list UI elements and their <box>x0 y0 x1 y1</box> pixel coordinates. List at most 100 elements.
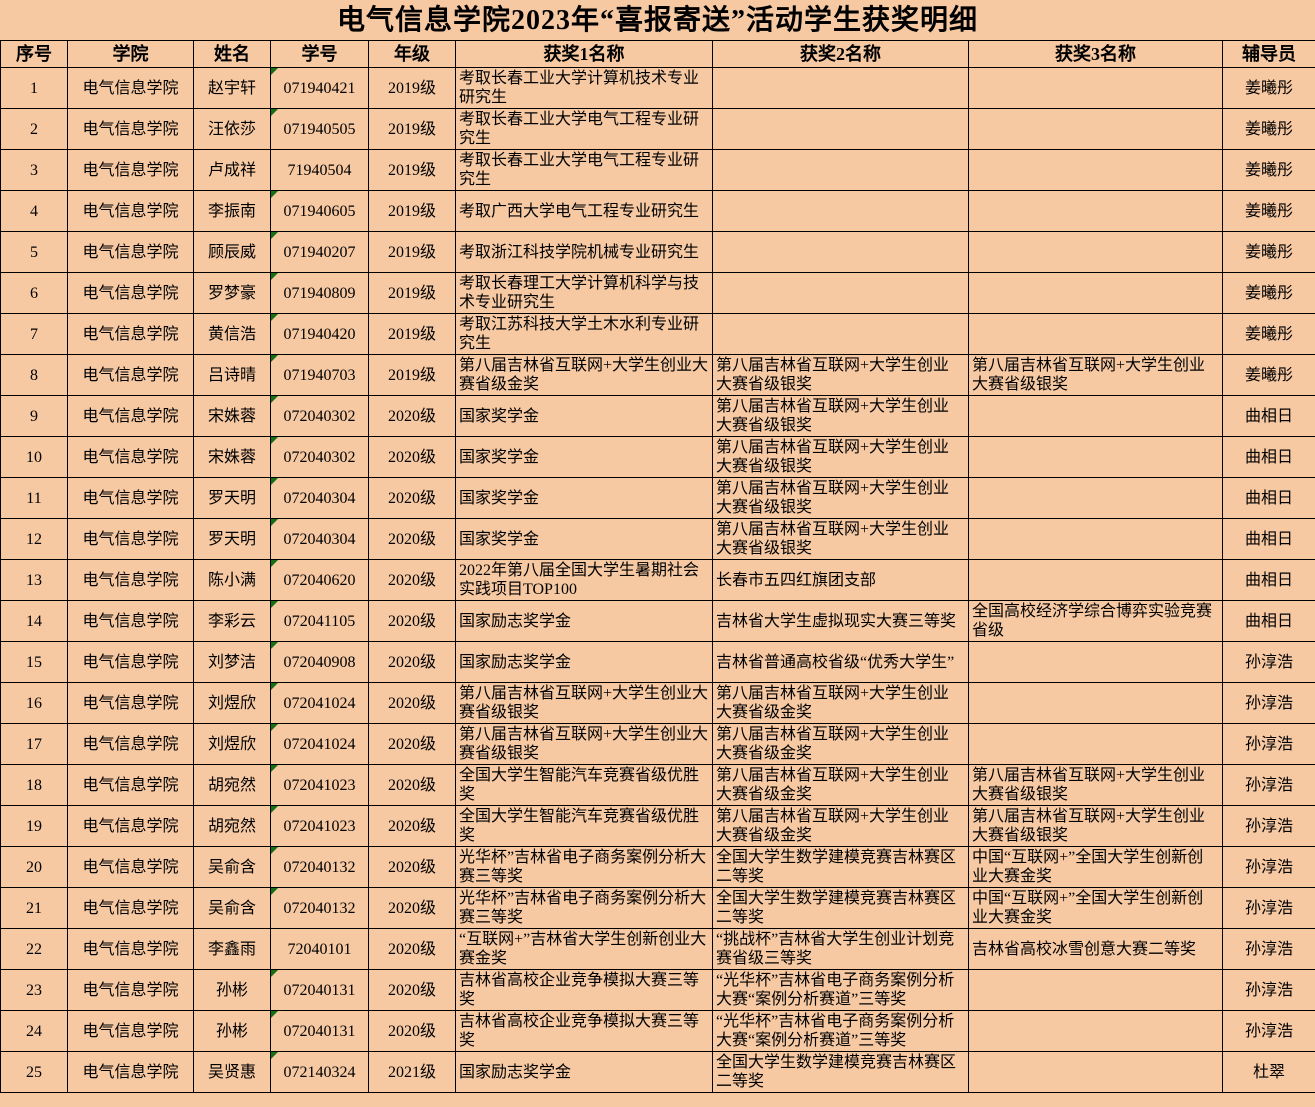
cell-no[interactable]: 1 <box>0 67 68 109</box>
cell-award2[interactable]: 第八届吉林省互联网+大学生创业大赛省级金奖 <box>712 805 969 847</box>
cell-counselor[interactable]: 曲相日 <box>1222 477 1315 519</box>
cell-student-id[interactable]: 071940420 <box>270 313 369 355</box>
header-award3[interactable]: 获奖3名称 <box>968 40 1223 68</box>
cell-college[interactable]: 电气信息学院 <box>67 272 194 314</box>
cell-no[interactable]: 10 <box>0 436 68 478</box>
header-award1[interactable]: 获奖1名称 <box>455 40 713 68</box>
cell-name[interactable]: 刘梦洁 <box>193 641 271 683</box>
cell-name[interactable]: 李振南 <box>193 190 271 232</box>
cell-college[interactable]: 电气信息学院 <box>67 313 194 355</box>
cell-award3[interactable] <box>968 67 1223 109</box>
cell-award2[interactable] <box>712 272 969 314</box>
cell-award2[interactable]: 长春市五四红旗团支部 <box>712 559 969 601</box>
cell-student-id[interactable]: 072041024 <box>270 723 369 765</box>
cell-student-id[interactable]: 072040302 <box>270 436 369 478</box>
cell-award3[interactable] <box>968 477 1223 519</box>
cell-no[interactable]: 24 <box>0 1010 68 1052</box>
cell-student-id[interactable]: 071940421 <box>270 67 369 109</box>
cell-no[interactable]: 2 <box>0 108 68 150</box>
cell-name[interactable]: 罗天明 <box>193 518 271 560</box>
cell-college[interactable]: 电气信息学院 <box>67 723 194 765</box>
cell-name[interactable]: 吴俞含 <box>193 887 271 929</box>
cell-grade[interactable]: 2020级 <box>368 928 456 970</box>
cell-award3[interactable]: 中国“互联网+”全国大学生创新创业大赛金奖 <box>968 887 1223 929</box>
cell-award2[interactable] <box>712 313 969 355</box>
cell-grade[interactable]: 2020级 <box>368 518 456 560</box>
cell-award3[interactable]: 第八届吉林省互联网+大学生创业大赛省级银奖 <box>968 354 1223 396</box>
cell-award3[interactable] <box>968 641 1223 683</box>
cell-college[interactable]: 电气信息学院 <box>67 559 194 601</box>
cell-no[interactable]: 12 <box>0 518 68 560</box>
cell-award3[interactable] <box>968 272 1223 314</box>
cell-counselor[interactable]: 孙淳浩 <box>1222 764 1315 806</box>
cell-award3[interactable] <box>968 108 1223 150</box>
cell-counselor[interactable]: 姜曦彤 <box>1222 272 1315 314</box>
cell-name[interactable]: 吴贤惠 <box>193 1051 271 1093</box>
cell-no[interactable]: 18 <box>0 764 68 806</box>
cell-award1[interactable]: 第八届吉林省互联网+大学生创业大赛省级银奖 <box>455 723 713 765</box>
cell-grade[interactable]: 2019级 <box>368 108 456 150</box>
cell-counselor[interactable]: 姜曦彤 <box>1222 190 1315 232</box>
cell-award1[interactable]: 国家奖学金 <box>455 518 713 560</box>
cell-college[interactable]: 电气信息学院 <box>67 805 194 847</box>
cell-award1[interactable]: 考取江苏科技大学土木水利专业研究生 <box>455 313 713 355</box>
cell-award1[interactable]: 国家奖学金 <box>455 395 713 437</box>
cell-grade[interactable]: 2019级 <box>368 149 456 191</box>
cell-grade[interactable]: 2019级 <box>368 354 456 396</box>
cell-student-id[interactable]: 072040304 <box>270 518 369 560</box>
cell-award3[interactable] <box>968 313 1223 355</box>
cell-award3[interactable] <box>968 559 1223 601</box>
cell-student-id[interactable]: 072040132 <box>270 887 369 929</box>
cell-name[interactable]: 孙彬 <box>193 969 271 1011</box>
cell-award2[interactable]: 第八届吉林省互联网+大学生创业大赛省级银奖 <box>712 354 969 396</box>
cell-student-id[interactable]: 072040132 <box>270 846 369 888</box>
cell-college[interactable]: 电气信息学院 <box>67 1010 194 1052</box>
cell-counselor[interactable]: 姜曦彤 <box>1222 108 1315 150</box>
cell-grade[interactable]: 2020级 <box>368 846 456 888</box>
cell-no[interactable]: 8 <box>0 354 68 396</box>
cell-no[interactable]: 19 <box>0 805 68 847</box>
cell-award3[interactable] <box>968 969 1223 1011</box>
cell-student-id[interactable]: 071940505 <box>270 108 369 150</box>
cell-no[interactable]: 17 <box>0 723 68 765</box>
cell-student-id[interactable]: 072040304 <box>270 477 369 519</box>
header-name[interactable]: 姓名 <box>193 40 271 68</box>
cell-counselor[interactable]: 孙淳浩 <box>1222 641 1315 683</box>
cell-college[interactable]: 电气信息学院 <box>67 436 194 478</box>
cell-student-id[interactable]: 71940504 <box>270 149 369 191</box>
cell-award2[interactable] <box>712 231 969 273</box>
cell-college[interactable]: 电气信息学院 <box>67 149 194 191</box>
cell-college[interactable]: 电气信息学院 <box>67 682 194 724</box>
cell-counselor[interactable]: 姜曦彤 <box>1222 231 1315 273</box>
cell-student-id[interactable]: 072041105 <box>270 600 369 642</box>
cell-student-id[interactable]: 071940703 <box>270 354 369 396</box>
cell-counselor[interactable]: 曲相日 <box>1222 559 1315 601</box>
cell-grade[interactable]: 2019级 <box>368 313 456 355</box>
cell-grade[interactable]: 2019级 <box>368 190 456 232</box>
cell-award2[interactable]: 全国大学生数学建模竞赛吉林赛区二等奖 <box>712 1051 969 1093</box>
cell-name[interactable]: 罗天明 <box>193 477 271 519</box>
cell-student-id[interactable]: 071940605 <box>270 190 369 232</box>
cell-name[interactable]: 赵宇轩 <box>193 67 271 109</box>
cell-award2[interactable]: 全国大学生数学建模竞赛吉林赛区二等奖 <box>712 846 969 888</box>
cell-counselor[interactable]: 孙淳浩 <box>1222 682 1315 724</box>
cell-award1[interactable]: 国家奖学金 <box>455 436 713 478</box>
cell-counselor[interactable]: 姜曦彤 <box>1222 313 1315 355</box>
cell-college[interactable]: 电气信息学院 <box>67 846 194 888</box>
cell-college[interactable]: 电气信息学院 <box>67 1051 194 1093</box>
cell-no[interactable]: 6 <box>0 272 68 314</box>
cell-student-id[interactable]: 072041023 <box>270 764 369 806</box>
cell-award1[interactable]: 第八届吉林省互联网+大学生创业大赛省级银奖 <box>455 682 713 724</box>
cell-award3[interactable] <box>968 1010 1223 1052</box>
cell-award3[interactable]: 全国高校经济学综合博弈实验竞赛省级 <box>968 600 1223 642</box>
header-counselor[interactable]: 辅导员 <box>1222 40 1315 68</box>
cell-award3[interactable] <box>968 395 1223 437</box>
cell-award1[interactable]: 2022年第八届全国大学生暑期社会实践项目TOP100 <box>455 559 713 601</box>
cell-award1[interactable]: 吉林省高校企业竞争模拟大赛三等奖 <box>455 969 713 1011</box>
cell-name[interactable]: 卢成祥 <box>193 149 271 191</box>
cell-counselor[interactable]: 孙淳浩 <box>1222 928 1315 970</box>
cell-college[interactable]: 电气信息学院 <box>67 108 194 150</box>
cell-name[interactable]: 李彩云 <box>193 600 271 642</box>
cell-award2[interactable] <box>712 67 969 109</box>
cell-award3[interactable] <box>968 723 1223 765</box>
